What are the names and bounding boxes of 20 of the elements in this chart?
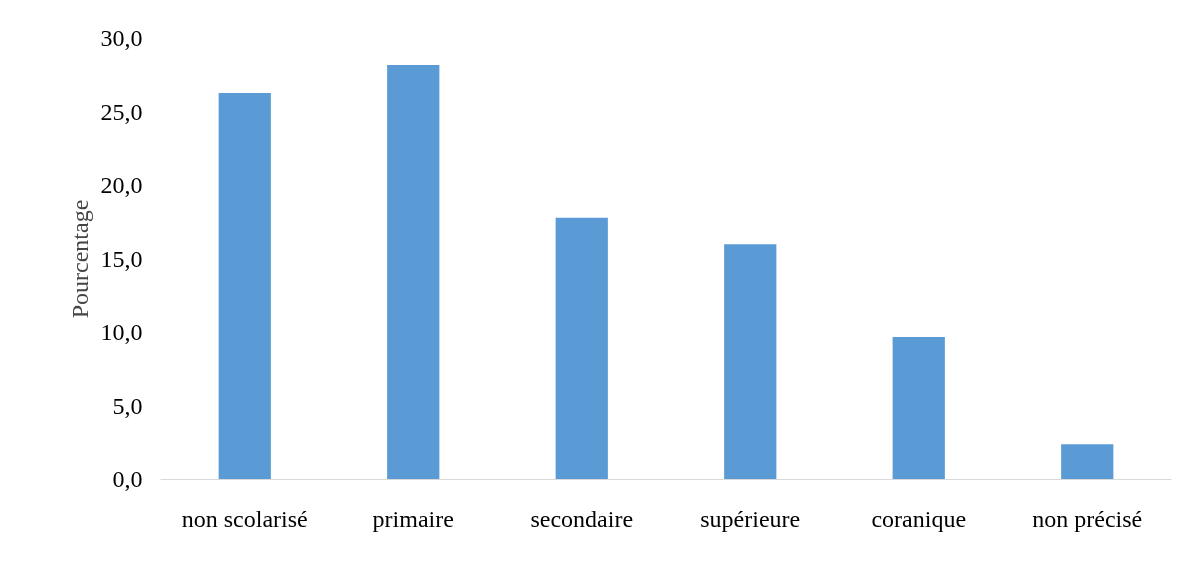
y-tick-label: 10,0 xyxy=(100,319,143,345)
bar xyxy=(555,217,608,480)
y-tick-label: 5,0 xyxy=(112,392,143,419)
x-tick-label: non scolarisé xyxy=(181,505,308,532)
bar xyxy=(387,64,440,480)
bar xyxy=(892,336,945,480)
y-tick-label: 0,0 xyxy=(112,466,143,492)
y-axis-title: Pourcentage xyxy=(66,199,93,319)
x-tick-label: primaire xyxy=(372,505,454,532)
x-tick-label: coranique xyxy=(871,505,967,532)
bar xyxy=(724,244,777,480)
x-tick-label: supérieure xyxy=(700,505,801,532)
y-tick-label: 15,0 xyxy=(100,245,143,272)
x-tick-label: non précisé xyxy=(1032,505,1143,532)
y-tick-label: 20,0 xyxy=(100,172,143,198)
x-tick-label: secondaire xyxy=(530,505,634,532)
bar xyxy=(218,92,271,480)
bar xyxy=(1061,444,1114,480)
y-tick-label: 25,0 xyxy=(100,98,143,125)
y-tick-label: 30,0 xyxy=(100,25,143,51)
